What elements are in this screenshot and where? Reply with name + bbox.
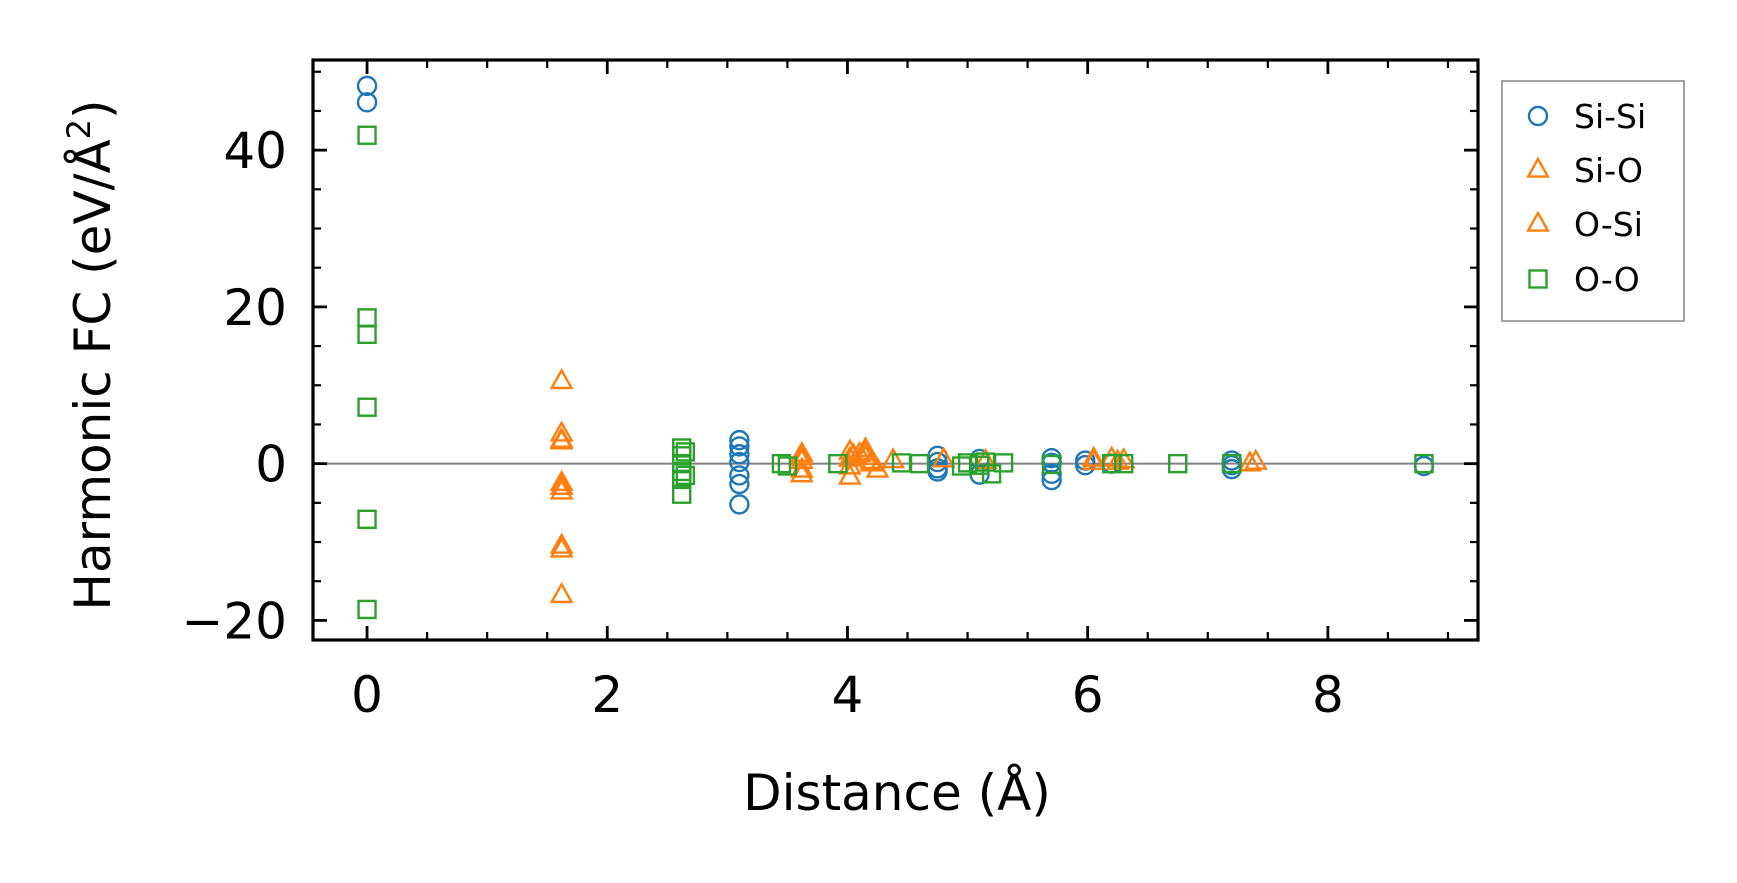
data-point-triangle xyxy=(931,446,956,468)
plot-frame xyxy=(311,58,1480,642)
data-point-square xyxy=(675,465,696,486)
data-point-square xyxy=(357,308,377,328)
x-tick-label: 0 xyxy=(351,666,383,724)
data-point-triangle xyxy=(837,463,862,485)
data-point-square xyxy=(771,453,792,474)
legend-entry-si-si: Si-Si xyxy=(1527,97,1646,136)
data-point-triangle xyxy=(549,478,574,500)
data-point-triangle xyxy=(1111,447,1136,469)
data-point-circle xyxy=(729,451,750,473)
data-point-square xyxy=(672,484,692,504)
y-axis-label-main: Harmonic FC (eV/Å xyxy=(64,139,122,610)
legend-entry-o-o: O-O xyxy=(1528,260,1640,299)
data-point-square xyxy=(672,469,692,490)
legend: Si-Si Si-O O-Si O-O xyxy=(1501,80,1685,322)
y-axis-label-superscript: 2 xyxy=(60,119,98,139)
legend-label-o-o: O-O xyxy=(1574,260,1640,299)
x-tick-label: 6 xyxy=(1072,666,1104,724)
data-point-triangle xyxy=(847,440,872,463)
legend-entry-o-si: O-Si xyxy=(1526,205,1643,244)
data-point-triangle xyxy=(549,473,574,495)
data-point-circle xyxy=(356,75,378,97)
data-point-square xyxy=(675,442,696,462)
data-point-circle xyxy=(356,92,378,113)
data-point-square xyxy=(981,464,1002,484)
data-point-triangle xyxy=(973,447,998,470)
data-point-circle xyxy=(729,465,750,486)
data-point-square xyxy=(1222,453,1242,474)
legend-marker-square xyxy=(1528,269,1548,289)
legend-marker-triangle xyxy=(1526,156,1550,178)
data-point-square xyxy=(909,453,930,474)
legend-label-si-o: Si-O xyxy=(1574,151,1643,190)
y-tick-label: 20 xyxy=(223,279,287,337)
data-point-circle xyxy=(729,429,750,451)
data-point-circle xyxy=(729,436,750,457)
data-point-triangle xyxy=(549,469,574,492)
x-tick-label: 8 xyxy=(1312,666,1344,724)
data-point-square xyxy=(1113,453,1134,474)
legend-label-si-si: Si-Si xyxy=(1574,97,1646,136)
data-point-triangle xyxy=(549,532,574,554)
legend-box xyxy=(1501,80,1685,322)
x-axis-label: Distance (Å) xyxy=(743,764,1051,822)
series-o-o xyxy=(357,125,1434,620)
data-point-square xyxy=(357,324,377,345)
data-point-square xyxy=(357,125,377,145)
data-point-square xyxy=(993,453,1014,473)
data-point-square xyxy=(1041,454,1062,475)
data-point-triangle xyxy=(549,420,574,442)
legend-marker-triangle xyxy=(1526,210,1550,232)
y-axis-label-end: ) xyxy=(64,99,122,119)
legend-marker-square xyxy=(1528,269,1548,289)
data-point-square xyxy=(1168,453,1188,474)
y-tick-label: 40 xyxy=(223,122,287,180)
series-o-si xyxy=(549,426,1262,558)
legend-label-o-si: O-Si xyxy=(1574,205,1643,244)
legend-marker-triangle xyxy=(1526,210,1550,232)
data-point-square xyxy=(357,397,377,417)
data-point-square xyxy=(1414,453,1434,474)
data-point-circle xyxy=(729,473,750,495)
data-point-triangle xyxy=(549,536,574,558)
series-si-si xyxy=(356,75,1435,515)
data-point-triangle xyxy=(1105,448,1130,470)
series-si-o xyxy=(549,367,1268,604)
data-point-triangle xyxy=(549,426,574,448)
y-tick-labels: −20 0 20 40 xyxy=(181,122,287,650)
x-tick-label: 2 xyxy=(591,666,623,724)
data-point-triangle xyxy=(789,443,814,466)
y-axis-label: Harmonic FC (eV/Å2) xyxy=(60,99,122,610)
y-tick-label: 0 xyxy=(255,436,287,494)
data-point-square xyxy=(828,453,848,474)
data-point-square xyxy=(777,456,798,476)
legend-marker-circle xyxy=(1527,105,1549,127)
data-point-triangle xyxy=(1237,450,1262,472)
legend-entry-si-o: Si-O xyxy=(1526,151,1643,190)
data-point-circle xyxy=(1041,469,1062,491)
legend-marker-triangle xyxy=(1526,156,1550,178)
y-tick-label: −20 xyxy=(181,592,287,650)
data-point-circle xyxy=(729,444,750,465)
x-tick-labels: 0 2 4 6 8 xyxy=(351,666,1344,724)
data-point-triangle xyxy=(1243,448,1268,470)
data-points-layer xyxy=(356,75,1435,620)
legend-marker-circle xyxy=(1527,105,1549,127)
data-point-circle xyxy=(729,494,750,515)
data-point-triangle xyxy=(1081,445,1106,467)
data-point-triangle xyxy=(549,367,574,390)
data-point-triangle xyxy=(853,436,878,458)
data-point-square xyxy=(357,599,377,620)
data-point-square xyxy=(357,509,377,529)
x-tick-label: 4 xyxy=(832,666,864,724)
data-point-triangle xyxy=(549,581,574,604)
data-point-triangle xyxy=(859,447,884,470)
data-point-square xyxy=(1101,453,1122,474)
data-point-triangle xyxy=(1081,448,1106,470)
tick-marks xyxy=(313,60,1478,640)
data-point-triangle xyxy=(1099,445,1124,467)
